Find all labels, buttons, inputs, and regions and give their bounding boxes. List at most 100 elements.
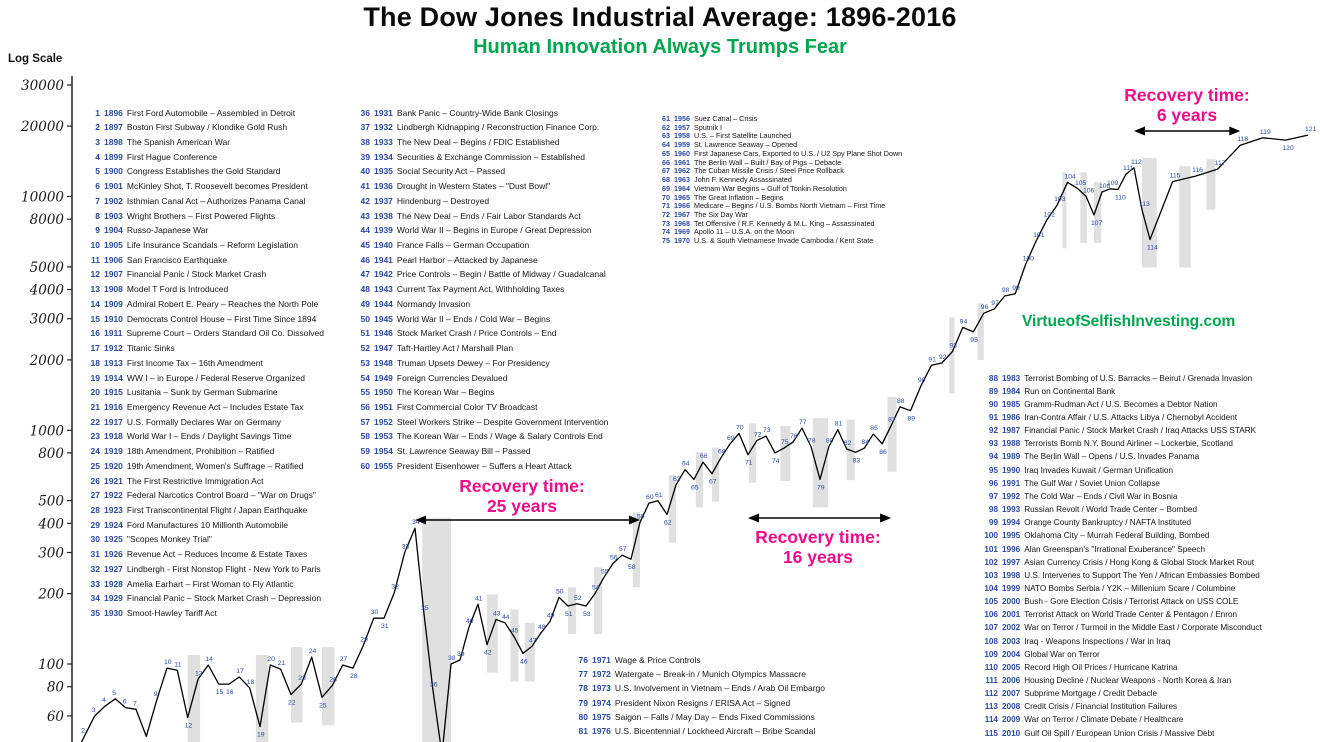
recession-band [780, 426, 791, 481]
event-row: 24 1919 18th Amendment, Prohibition – Rati… [78, 447, 275, 456]
event-year: 1947 [374, 343, 393, 353]
event-row: 78 1973 U.S. Involvement in Vietnam – Ends… [566, 684, 825, 693]
event-row: 39 1934 Securities & Exchange Commission –… [348, 151, 585, 162]
year-point-label: 31 [381, 623, 389, 630]
event-text: President Nixon Resigns / ERISA Act – Si… [614, 697, 791, 708]
arrowhead-right-icon [629, 515, 640, 525]
event-row: 73 1968 Tet Offensive / R.F. Kennedy & M.L… [650, 220, 874, 228]
event-year: 1984 [1002, 386, 1021, 396]
event-number: 6 [95, 181, 100, 192]
year-point-label: 9 [154, 691, 158, 698]
event-row: 76 1971 Wage & Price Controls [566, 656, 701, 665]
event-number: 55 [360, 387, 370, 398]
event-year: 1972 [592, 669, 611, 680]
event-text: Asian Currency Crisis / Hong Kong & Glob… [1024, 557, 1255, 567]
event-year: 1965 [674, 192, 690, 202]
event-year: 2005 [1002, 662, 1021, 672]
event-number: 111 [985, 676, 998, 685]
year-point-label: 15 [216, 689, 224, 696]
event-year: 1910 [104, 313, 123, 324]
event-text: Vietnam War Begins – Gulf of Tonkin Reso… [694, 183, 847, 193]
event-text: Lindbergh Kidnapping / Reconstruction Fi… [396, 122, 600, 133]
year-point-label: 104 [1065, 173, 1077, 180]
event-year: 1942 [374, 269, 393, 280]
event-text: Terrorist Attack on World Trade Center &… [1024, 610, 1238, 620]
event-text: The Berlin Wall – Built / Bay of Pigs – … [694, 157, 842, 167]
recovery-annotation-label: Recovery time: [459, 476, 585, 496]
year-point-label: 49 [547, 613, 555, 620]
year-point-label: 21 [278, 660, 286, 667]
event-year: 1924 [104, 519, 123, 530]
recession-band [977, 303, 984, 360]
event-year: 1934 [374, 151, 393, 162]
event-text: John F. Kennedy Assassinated [694, 175, 792, 184]
event-text: 19th Amendment, Women's Suffrage – Ratif… [126, 460, 304, 471]
event-text: Iran-Contra Affair / U.S. Attacks Libya … [1024, 412, 1238, 422]
event-row: 104 1999 NATO Bombs Serbia / Y2K – Milleni… [972, 583, 1235, 594]
event-row: 111 2006 Housing Decline / Nuclear Weapons… [972, 676, 1231, 686]
event-year: 1921 [104, 475, 123, 486]
recession-band [487, 594, 498, 673]
event-row: 45 1940 France Falls – German Occupation [348, 241, 530, 250]
event-row: 106 2001 Terrorist Attack on World Trade C… [972, 611, 1237, 620]
event-year: 2009 [1002, 715, 1021, 725]
event-text: The Berlin Wall – Opens / U.S. Invades P… [1024, 452, 1200, 462]
event-row: 17 1912 Titanic Sinks [78, 344, 175, 353]
event-year: 1896 [104, 107, 123, 118]
event-text: Wage & Price Controls [614, 655, 701, 665]
year-point-label: 75 [781, 439, 789, 446]
event-text: "Scopes Monkey Trial" [126, 534, 212, 545]
event-text: Gramm-Rudman Act / U.S. Becomes a Debtor… [1024, 399, 1218, 409]
event-year: 1953 [374, 431, 393, 442]
event-year: 1946 [374, 328, 393, 339]
event-number: 73 [662, 218, 670, 228]
event-year: 1948 [374, 357, 393, 368]
y-axis-tick-label: 5000 [30, 260, 65, 276]
event-row: 108 2003 Iraq - Weapons Inspections / War … [972, 637, 1170, 647]
event-text: Truman Upsets Dewey – For Presidency [396, 357, 550, 368]
event-row: 54 1949 Foreign Currencies Devalued [348, 373, 508, 383]
year-point-label: 14 [205, 656, 213, 663]
event-number: 56 [360, 401, 370, 412]
event-number: 39 [360, 151, 370, 162]
event-year: 1985 [1002, 399, 1021, 409]
event-number: 104 [984, 583, 998, 593]
event-row: 81 1976 U.S. Bicentennial / Lockheed Aircr… [566, 727, 816, 736]
recession-band [632, 512, 640, 588]
event-number: 36 [360, 107, 370, 118]
event-text: The First Restrictive Immigration Act [126, 475, 264, 486]
year-point-label: 57 [619, 546, 627, 553]
event-number: 92 [988, 426, 998, 436]
event-text: Securities & Exchange Commission – Estab… [396, 151, 585, 162]
year-point-label: 50 [556, 588, 564, 595]
event-row: 88 1983 Terrorist Bombing of U.S. Barracks… [972, 374, 1252, 384]
event-number: 32 [90, 563, 100, 574]
recovery-annotation-6y: Recovery time: 6 years [1077, 85, 1297, 125]
year-point-label: 66 [700, 453, 708, 460]
event-number: 109 [984, 649, 998, 659]
event-text: St. Lawrence Seaway – Opened [694, 140, 798, 150]
event-row: 22 1917 U.S. Formally Declares War on Germ… [78, 417, 282, 427]
event-row: 12 1907 Financial Panic / Stock Market Cra… [78, 270, 267, 279]
year-point-label: 89 [908, 416, 916, 423]
year-point-label: 28 [350, 673, 358, 680]
event-year: 1956 [674, 114, 690, 123]
event-number: 20 [90, 387, 100, 398]
year-point-label: 85 [870, 425, 878, 432]
recession-band [568, 587, 577, 635]
event-row: 29 1924 Ford Manufactures 10 Millionth Aut… [78, 519, 289, 530]
event-text: Lindbergh - First Nonstop Flight - New Y… [126, 563, 321, 574]
year-point-label: 43 [493, 611, 501, 618]
event-number: 52 [360, 343, 370, 353]
event-year: 2008 [1002, 702, 1021, 712]
recession-band [1206, 159, 1216, 210]
event-number: 60 [360, 460, 370, 471]
event-year: 1988 [1002, 439, 1021, 449]
event-number: 115 [984, 728, 998, 738]
y-axis-tick-label: 30000 [21, 78, 64, 94]
event-row: 96 1991 The Gulf War / Soviet Union Collap… [972, 479, 1160, 489]
year-point-label: 2 [81, 727, 85, 734]
event-text: Saigon – Falls / May Day – Ends Fixed Co… [614, 711, 815, 722]
event-row: 48 1943 Current Tax Payment Act, Withholdi… [348, 285, 565, 294]
event-text: World War I – Ends / Daylight Savings Ti… [126, 431, 292, 442]
